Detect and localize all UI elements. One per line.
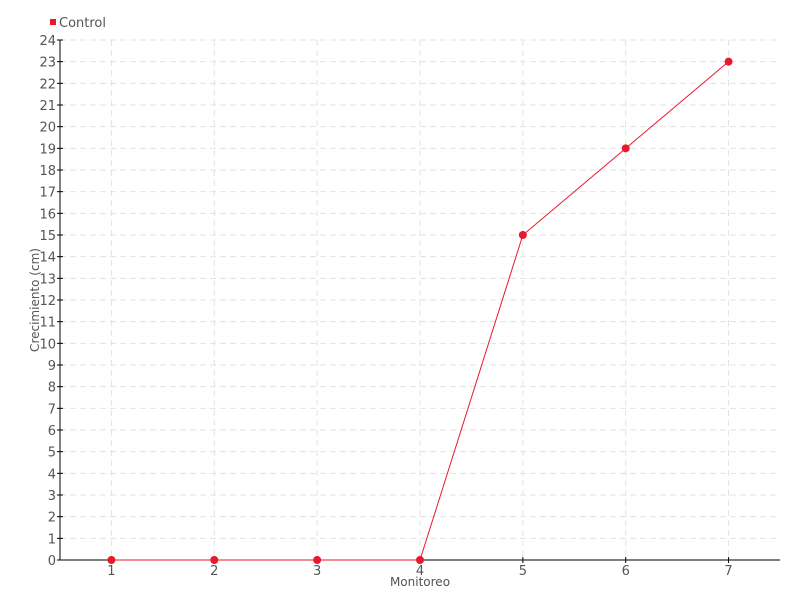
x-axis-label: Monitoreo [390, 575, 450, 589]
series [107, 57, 733, 564]
y-tick-label: 16 [39, 207, 56, 222]
data-point [518, 231, 527, 239]
legend-label: Control [59, 16, 106, 31]
data-point [416, 556, 424, 564]
y-tick-label: 4 [48, 467, 56, 482]
y-tick-label: 1 [48, 532, 56, 547]
data-point [313, 556, 322, 564]
y-tick-label: 3 [48, 489, 56, 504]
data-point [724, 57, 733, 66]
legend[interactable]: Control [50, 16, 106, 31]
y-tick-label: 13 [39, 272, 56, 287]
y-tick-label: 18 [39, 164, 56, 179]
y-tick-label: 10 [39, 337, 56, 352]
x-tick-labels: 1 2 3 4 5 6 7 [107, 564, 732, 579]
y-tick-label: 11 [39, 316, 56, 331]
y-tick-label: 8 [48, 381, 56, 396]
y-axis-label: Crecimiento (cm) [28, 248, 42, 352]
y-tick-label: 24 [39, 34, 56, 49]
x-tick-label: 1 [107, 564, 115, 579]
x-tick-label: 7 [724, 564, 732, 579]
y-tick-label: 2 [48, 511, 56, 526]
y-tick-label: 5 [48, 446, 56, 461]
y-tick-label: 23 [39, 56, 56, 71]
legend-swatch [50, 19, 56, 25]
y-tick-label: 21 [39, 99, 56, 114]
y-tick-label: 15 [39, 229, 56, 244]
data-point [107, 556, 116, 564]
y-tick-label: 12 [39, 294, 56, 309]
y-tick-label: 0 [48, 554, 56, 569]
y-tick-label: 17 [39, 186, 56, 201]
y-tick-label: 7 [48, 402, 56, 417]
data-point [621, 144, 630, 153]
grid [60, 39, 780, 560]
y-tick-label: 19 [39, 142, 56, 157]
x-tick-label: 2 [210, 564, 218, 579]
x-tick-label: 4 [416, 564, 424, 579]
y-tick-label: 14 [39, 251, 56, 266]
y-tick-label: 9 [48, 359, 56, 374]
axes [57, 39, 780, 563]
x-tick-label: 6 [622, 564, 630, 579]
data-point [210, 556, 219, 564]
y-tick-label: 20 [39, 121, 56, 136]
x-tick-label: 3 [313, 564, 321, 579]
y-tick-label: 22 [39, 77, 56, 92]
y-tick-label: 6 [48, 424, 56, 439]
x-tick-label: 5 [519, 564, 527, 579]
